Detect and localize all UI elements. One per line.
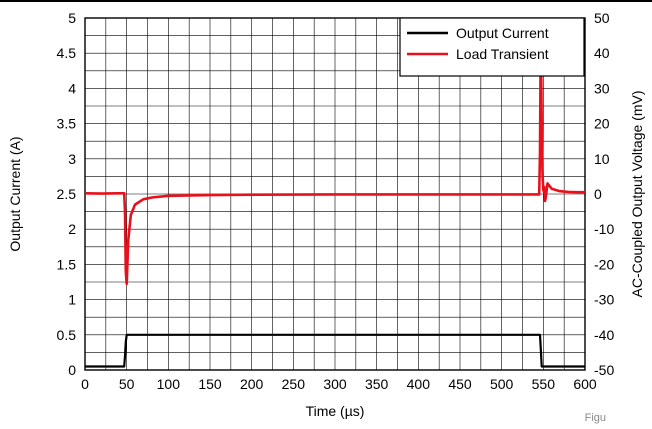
- y-left-tick-label: 0.5: [57, 327, 77, 343]
- x-tick-label: 450: [448, 376, 472, 392]
- y-left-tick-label: 3.5: [57, 116, 77, 132]
- x-axis-title: Time (µs): [306, 403, 365, 419]
- y-left-tick-label: 1: [68, 292, 76, 308]
- y-right-tick-label: -30: [594, 292, 614, 308]
- figure-label: Figu: [584, 412, 606, 424]
- x-tick-label: 350: [365, 376, 389, 392]
- x-tick-label: 550: [532, 376, 556, 392]
- y-right-tick-label: 10: [594, 151, 610, 167]
- y-right-tick-label: 20: [594, 116, 610, 132]
- y-left-tick-label: 2.5: [57, 186, 77, 202]
- y-left-tick-label: 2: [68, 221, 76, 237]
- legend-box: [399, 17, 585, 77]
- x-tick-label: 150: [198, 376, 222, 392]
- y-left-tick-label: 1.5: [57, 256, 77, 272]
- x-tick-label: 500: [490, 376, 514, 392]
- y-left-tick-label: 4: [68, 80, 76, 96]
- legend-label: Load Transient: [456, 46, 549, 62]
- y-right-tick-label: 40: [594, 45, 610, 61]
- y-right-tick-label: -50: [594, 362, 614, 378]
- x-tick-label: 0: [81, 376, 89, 392]
- y-right-tick-label: -20: [594, 256, 614, 272]
- top-rule: [0, 0, 652, 2]
- y-left-tick-label: 4.5: [57, 45, 77, 61]
- y-left-tick-label: 5: [68, 10, 76, 26]
- legend-label: Output Current: [456, 25, 549, 41]
- x-tick-label: 100: [157, 376, 181, 392]
- y-right-tick-label: 0: [594, 186, 602, 202]
- x-tick-label: 50: [119, 376, 135, 392]
- y-right-tick-label: -40: [594, 327, 614, 343]
- x-tick-label: 250: [282, 376, 306, 392]
- x-tick-label: 400: [407, 376, 431, 392]
- x-tick-label: 600: [573, 376, 597, 392]
- y-left-axis-title: Output Current (A): [7, 136, 23, 251]
- x-tick-label: 300: [323, 376, 347, 392]
- y-left-tick-label: 0: [68, 362, 76, 378]
- x-tick-label: 200: [240, 376, 264, 392]
- y-right-tick-label: 30: [594, 80, 610, 96]
- y-right-axis-title: AC-Coupled Output Voltage (mV): [629, 91, 645, 298]
- y-left-tick-label: 3: [68, 151, 76, 167]
- series-line-output-current: [85, 333, 585, 368]
- series-line-load-transient: [84, 27, 585, 286]
- y-right-tick-label: 50: [594, 10, 610, 26]
- y-right-tick-label: -10: [594, 221, 614, 237]
